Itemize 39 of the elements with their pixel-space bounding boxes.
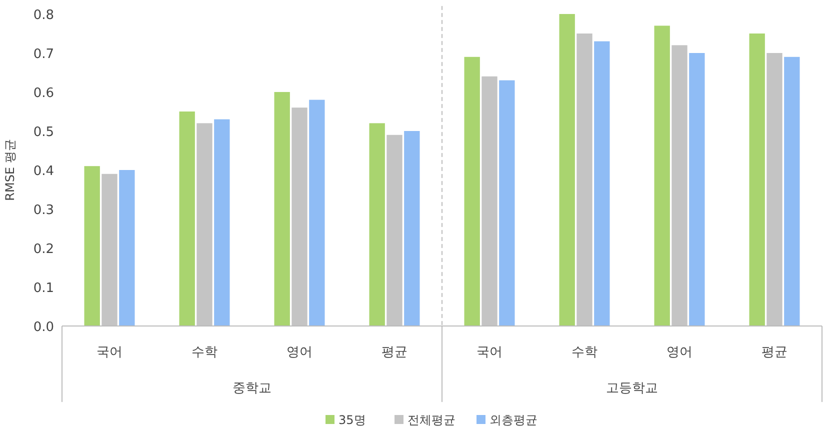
bar [119, 170, 135, 326]
bar [499, 80, 515, 326]
bar [179, 112, 195, 326]
bar [749, 34, 765, 326]
x-tick-label: 국어 [476, 345, 502, 360]
text: 중학교 [232, 381, 272, 396]
y-tick-label: 0.0 [33, 320, 54, 335]
bar [594, 41, 610, 326]
legend-label: 외층평균 [490, 413, 538, 427]
x-tick-label: 수학 [192, 345, 218, 360]
y-tick-label: 0.8 [33, 8, 54, 23]
bar [559, 14, 575, 326]
bar [689, 53, 705, 326]
x-tick-label: 수학 [572, 345, 598, 360]
y-tick-label: 0.5 [33, 125, 54, 140]
x-tick-label: 영어 [666, 345, 692, 360]
x-tick-label: 평균 [382, 345, 408, 360]
legend-label: 전체평균 [408, 413, 456, 427]
bar [214, 119, 230, 326]
y-axis-title: RMSE 평균 [3, 139, 17, 201]
bar [404, 131, 420, 326]
x-tick-label: 국어 [96, 345, 122, 360]
text: 고등학교 [606, 381, 658, 396]
bar [274, 92, 290, 326]
y-tick-label: 0.4 [33, 164, 54, 179]
bar [784, 56, 800, 326]
bar [84, 166, 100, 326]
y-tick-label: 0.1 [33, 281, 54, 296]
x-tick-label: 평균 [762, 345, 788, 360]
bar [369, 123, 385, 326]
y-tick-label: 0.6 [33, 86, 54, 101]
legend-label: 35명 [338, 413, 366, 427]
bar [309, 100, 325, 326]
bar [464, 56, 480, 326]
x-tick-label: 영어 [286, 345, 312, 360]
bar [654, 26, 670, 326]
y-tick-label: 0.2 [33, 242, 54, 257]
y-tick-label: 0.7 [33, 47, 54, 62]
y-tick-label: 0.3 [33, 203, 54, 218]
